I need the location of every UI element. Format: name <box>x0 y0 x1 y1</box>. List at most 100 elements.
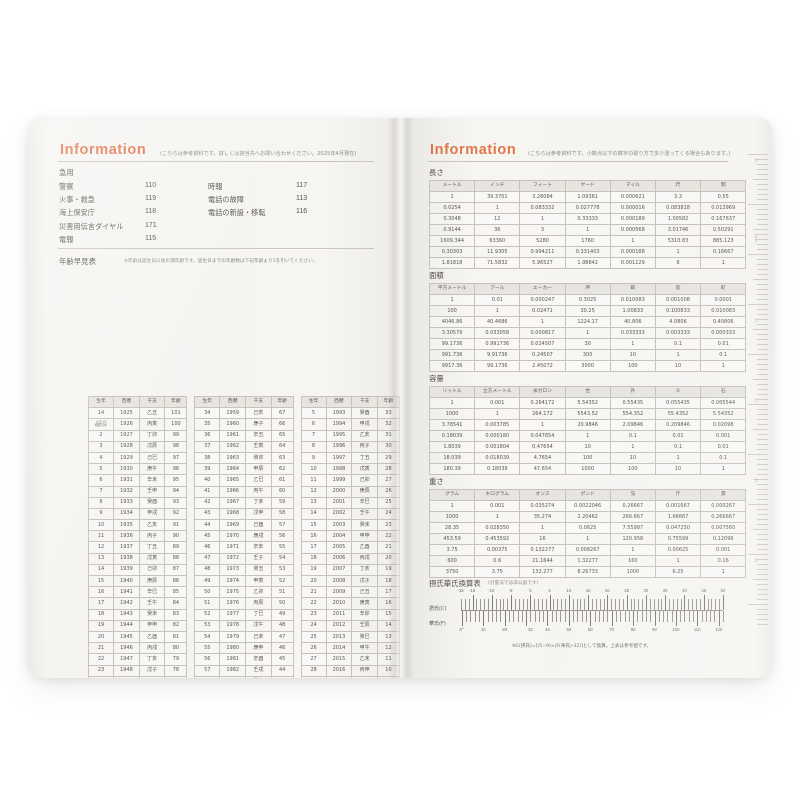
table-row: 3.30579 0.033058 0.000817 1 0.033333 0.003333… <box>428 327 747 339</box>
age-table-cell: 戊寅 <box>351 463 378 476</box>
age-table-cell: 23 <box>88 664 114 677</box>
area-cell: 40.806 <box>609 316 656 328</box>
age-table-header: 生年 <box>300 395 327 409</box>
table-row: 991.736 9.91736 0.24507 300 10 1 0.1 <box>428 349 747 361</box>
age-table-cell: 58 <box>194 675 221 678</box>
table-spacer <box>293 609 301 620</box>
age-table-cell: 36 <box>194 429 221 442</box>
weight-cell: 0.0625 <box>564 522 611 534</box>
length-cell: 0.0254 <box>428 202 476 214</box>
length-header: マイル <box>609 180 656 192</box>
celsius-tick <box>634 599 636 610</box>
fahrenheit-tick <box>581 611 583 622</box>
length-cell: 1.00582 <box>654 213 702 225</box>
age-table-cell: 1959 <box>219 407 247 420</box>
ruler-tick <box>757 509 768 510</box>
volume-header: 合 <box>564 386 611 398</box>
area-header: 畝 <box>609 283 656 295</box>
fahrenheit-tick <box>615 611 617 622</box>
table-spacer <box>187 520 195 531</box>
ruler-tick <box>757 289 768 290</box>
celsius-tick <box>618 599 620 610</box>
area-cell: 0.991736 <box>474 338 521 350</box>
fahrenheit-tick <box>598 611 600 622</box>
age-table-cell: 1971 <box>219 541 247 554</box>
temperature-conversion-scale: 摂氏(C) 華氏(F) -18 -15 -10 -5 0 5 10 15 20 25 30 35 40 4… <box>429 588 729 646</box>
age-table-header: 生年 <box>88 395 114 409</box>
table-row: 453.59 0.453592 16 1 120.958 0.75599 0.12096 <box>428 533 747 545</box>
temperature-axis-line <box>461 610 723 612</box>
volume-cell: 0.001804 <box>474 441 521 453</box>
age-lookup-table: 生年西暦干支年齢生年西暦干支年齢生年西暦干支年齢141925乙丑10134195… <box>88 395 400 678</box>
table-spacer <box>187 430 195 441</box>
age-table-cell: 14 <box>88 407 114 420</box>
area-cell: 0.033333 <box>609 327 656 339</box>
age-table-cell: 48 <box>194 563 221 577</box>
table-row: 0.18039 0.000180 0.047654 1 0.1 0.01 0.001 <box>428 430 747 442</box>
age-table-cell: 22 <box>300 597 327 610</box>
weight-cell: 3.75 <box>474 566 521 578</box>
celsius-tick <box>626 595 628 610</box>
volume-cell: 554.352 <box>609 408 656 420</box>
area-cell: 2.45072 <box>519 360 566 372</box>
length-cell: 1.09361 <box>564 191 611 203</box>
age-table-cell: 己丑 <box>351 586 378 599</box>
table-row: 1000 1 35.274 2.20462 266.667 1.66667 0.266667 <box>428 511 747 523</box>
open-notebook: Information (こちらは参考資料です。詳しくは該当先へお問い合わせくだ… <box>28 118 772 678</box>
area-cell: 1 <box>700 360 747 372</box>
celsius-tick <box>715 599 716 610</box>
fahrenheit-tick-label: 60 <box>587 627 593 632</box>
age-table-cell: 戊午 <box>245 619 272 632</box>
temperature-formula: ※C(摂氏)=[(5÷9)×(F(華氏)-32)]として換算。上表は参考値です。 <box>512 644 652 649</box>
celsius-tick <box>572 599 574 610</box>
weight-cell: 1 <box>700 566 747 578</box>
weight-cell: 0.453592 <box>474 533 521 545</box>
emergency-label: 電話の故障 <box>208 195 244 205</box>
weight-cell: 16 <box>519 533 566 545</box>
age-table-cell: 丁未 <box>245 496 272 509</box>
age-table-cell: 47 <box>194 552 221 565</box>
fahrenheit-tick <box>590 611 592 626</box>
ruler-tick <box>757 584 768 585</box>
ruler-label: 13 <box>753 398 759 403</box>
ruler-tick <box>757 574 768 575</box>
celsius-tick <box>538 599 539 610</box>
ruler-tick <box>757 419 768 420</box>
volume-cell: 1 <box>609 441 656 453</box>
weight-cell: 3.75 <box>428 544 476 556</box>
age-table-cell: 丁丑 <box>351 451 378 465</box>
fahrenheit-tick <box>658 611 660 622</box>
age-table-cell: 15 <box>88 574 114 588</box>
ruler-tick <box>757 244 768 245</box>
volume-cell: 1 <box>564 430 611 442</box>
table-row: 0.3048 12 1 0.33333 0.000189 1.00582 0.167637 <box>428 213 747 225</box>
volume-cell: 0.000180 <box>474 430 521 442</box>
area-header: エーカー <box>519 283 566 295</box>
volume-cell: 5543.52 <box>564 408 611 420</box>
celsius-tick <box>603 599 605 610</box>
ruler-tick <box>757 369 768 370</box>
fahrenheit-tick <box>645 611 647 622</box>
celsius-tick <box>491 595 493 610</box>
length-cell: 11.9305 <box>474 246 521 258</box>
age-table-cell: 78 <box>164 664 188 677</box>
age-table-header: 西暦 <box>325 395 353 409</box>
length-section-title: 長さ <box>429 168 444 177</box>
ruler-tick <box>757 314 768 315</box>
weight-cell: 21.1644 <box>519 555 566 567</box>
age-table-cell: 46 <box>194 541 221 554</box>
age-table-cell: 41 <box>194 485 221 498</box>
age-table-cell: 98 <box>164 440 188 453</box>
age-table-cell: 2 <box>88 429 114 442</box>
area-cell: 4046.86 <box>428 316 476 328</box>
age-table-cell: 1930 <box>113 463 140 476</box>
age-table-cell: 1936 <box>113 530 140 543</box>
fahrenheit-tick <box>603 611 604 622</box>
age-table-cell: 庚寅 <box>351 597 378 610</box>
age-table-cell: 16 <box>88 586 114 599</box>
age-table-note: ※年齢は誕生日以後の満年齢です。誕生日までの年齢数は下記年齢より1を引いてくださ… <box>124 259 318 264</box>
age-table-cell: 91 <box>164 519 188 532</box>
age-table-cell: 80 <box>164 642 188 655</box>
ruler-tick <box>757 539 768 540</box>
age-table-cell: 丁亥 <box>351 563 378 577</box>
